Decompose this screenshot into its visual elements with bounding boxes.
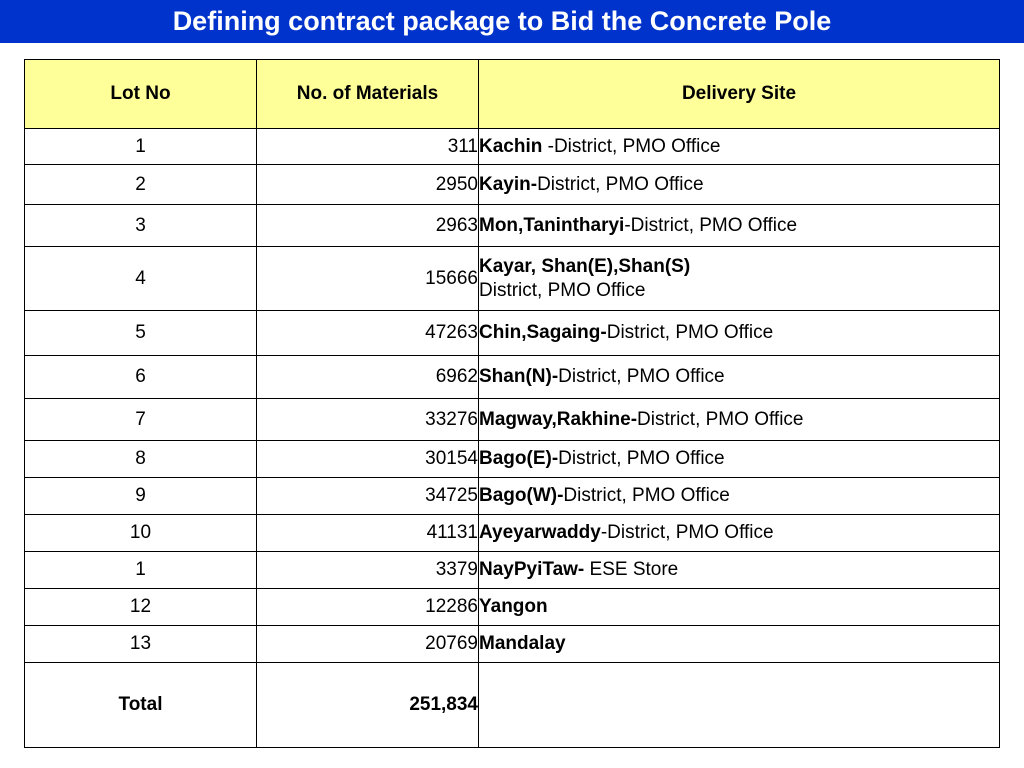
site-region-name: Mandalay — [479, 633, 566, 655]
site-region-name: Shan(N)- — [479, 366, 559, 388]
delivery-site-cell: Bago(E)-District, PMO Office — [478, 440, 1000, 478]
site-location-text-line2: District, PMO Office — [479, 279, 646, 301]
table-row: 1 311 Kachin -District, PMO Office — [24, 128, 1000, 165]
table-row: 13 20769 Mandalay — [24, 625, 1000, 663]
delivery-site-cell: Yangon — [478, 588, 1000, 626]
table-row: 6 6962 Shan(N)-District, PMO Office — [24, 355, 1000, 399]
materials-count-cell: 2963 — [256, 204, 479, 247]
delivery-site-cell: Shan(N)-District, PMO Office — [478, 355, 1000, 399]
header-delivery-site: Delivery Site — [478, 59, 1000, 129]
table-row: 1 3379 NayPyiTaw- ESE Store — [24, 551, 1000, 589]
delivery-site-cell: Kayar, Shan(E),Shan(S) District, PMO Offi… — [478, 246, 1000, 311]
materials-count-cell: 311 — [256, 128, 479, 165]
site-region-name: Kayar, Shan(E),Shan(S) — [479, 255, 691, 277]
delivery-site-cell: NayPyiTaw- ESE Store — [478, 551, 1000, 589]
site-location-text: District, PMO Office — [606, 322, 774, 344]
lot-no-cell: 5 — [24, 310, 257, 356]
lot-no-cell: 10 — [24, 514, 257, 552]
materials-count-cell: 20769 — [256, 625, 479, 663]
title-bar: Defining contract package to Bid the Con… — [0, 0, 1024, 43]
materials-count-cell: 30154 — [256, 440, 479, 478]
site-region-name: Mon,Tanintharyi — [479, 214, 625, 236]
lot-no-cell: 3 — [24, 204, 257, 247]
lot-no-cell: 4 — [24, 246, 257, 311]
materials-count-cell: 15666 — [256, 246, 479, 311]
site-location-text: District, PMO Office — [537, 173, 704, 195]
lot-no-cell: 8 — [24, 440, 257, 478]
table-row: 3 2963 Mon,Tanintharyi-District, PMO Offic… — [24, 204, 1000, 247]
site-location-text: District, PMO Office — [637, 408, 804, 430]
lot-no-cell: 6 — [24, 355, 257, 399]
lot-no-cell: 1 — [24, 551, 257, 589]
lot-no-cell: 12 — [24, 588, 257, 626]
site-location-text: District, PMO Office — [563, 485, 730, 507]
table-row: 12 12286 Yangon — [24, 588, 1000, 626]
table-row: 2 2950 Kayin-District, PMO Office — [24, 164, 1000, 205]
page-title: Defining contract package to Bid the Con… — [172, 6, 832, 36]
site-location-text: -District, PMO Office — [600, 522, 774, 544]
delivery-site-cell: Mon,Tanintharyi-District, PMO Office — [478, 204, 1000, 247]
lot-no-cell: 2 — [24, 164, 257, 205]
table-header-row: Lot No No. of Materials Delivery Site — [24, 59, 1000, 129]
delivery-site-cell: Magway,Rakhine-District, PMO Office — [478, 398, 1000, 441]
materials-count-cell: 3379 — [256, 551, 479, 589]
site-location-text: District, PMO Office — [558, 366, 725, 388]
delivery-site-cell: Ayeyarwaddy-District, PMO Office — [478, 514, 1000, 552]
materials-count-cell: 6962 — [256, 355, 479, 399]
materials-count-cell: 33276 — [256, 398, 479, 441]
site-location-text: -District, PMO Office — [542, 135, 721, 157]
materials-count-cell: 34725 — [256, 477, 479, 515]
materials-count-cell: 12286 — [256, 588, 479, 626]
site-region-name: Chin,Sagaing- — [479, 322, 607, 344]
table-row: 9 34725 Bago(W)-District, PMO Office — [24, 477, 1000, 515]
site-region-name: Bago(W)- — [479, 485, 564, 507]
delivery-site-cell: Kachin -District, PMO Office — [478, 128, 1000, 165]
header-lot-no: Lot No — [24, 59, 257, 129]
site-region-name: Bago(E)- — [479, 448, 559, 470]
total-materials-value: 251,834 — [256, 662, 479, 748]
total-row: Total 251,834 — [24, 662, 1000, 748]
lot-no-cell: 7 — [24, 398, 257, 441]
materials-count-cell: 2950 — [256, 164, 479, 205]
site-region-name: Kachin — [479, 135, 543, 157]
lot-no-cell: 1 — [24, 128, 257, 165]
table-row: 4 15666 Kayar, Shan(E),Shan(S) District, PM… — [24, 246, 1000, 311]
site-region-name: NayPyiTaw- — [479, 559, 585, 581]
materials-count-cell: 41131 — [256, 514, 479, 552]
lot-no-cell: 9 — [24, 477, 257, 515]
site-region-name: Ayeyarwaddy — [479, 522, 601, 544]
site-location-text: -District, PMO Office — [624, 214, 798, 236]
delivery-site-cell: Mandalay — [478, 625, 1000, 663]
total-label: Total — [24, 662, 257, 748]
table-row: 7 33276 Magway,Rakhine-District, PMO Offic… — [24, 398, 1000, 441]
header-no-of-materials: No. of Materials — [256, 59, 479, 129]
materials-count-cell: 47263 — [256, 310, 479, 356]
table-row: 8 30154 Bago(E)-District, PMO Office — [24, 440, 1000, 478]
table-row: 10 41131 Ayeyarwaddy-District, PMO Office — [24, 514, 1000, 552]
site-location-text: ESE Store — [584, 559, 679, 581]
table-row: 5 47263 Chin,Sagaing-District, PMO Office — [24, 310, 1000, 356]
delivery-site-cell: Chin,Sagaing-District, PMO Office — [478, 310, 1000, 356]
delivery-site-cell: Bago(W)-District, PMO Office — [478, 477, 1000, 515]
delivery-site-cell: Kayin-District, PMO Office — [478, 164, 1000, 205]
site-location-text: District, PMO Office — [558, 448, 725, 470]
total-site-cell — [478, 662, 1000, 748]
site-region-name: Magway,Rakhine- — [479, 408, 638, 430]
site-region-name: Kayin- — [479, 173, 538, 195]
site-region-name: Yangon — [479, 596, 548, 618]
lot-no-cell: 13 — [24, 625, 257, 663]
